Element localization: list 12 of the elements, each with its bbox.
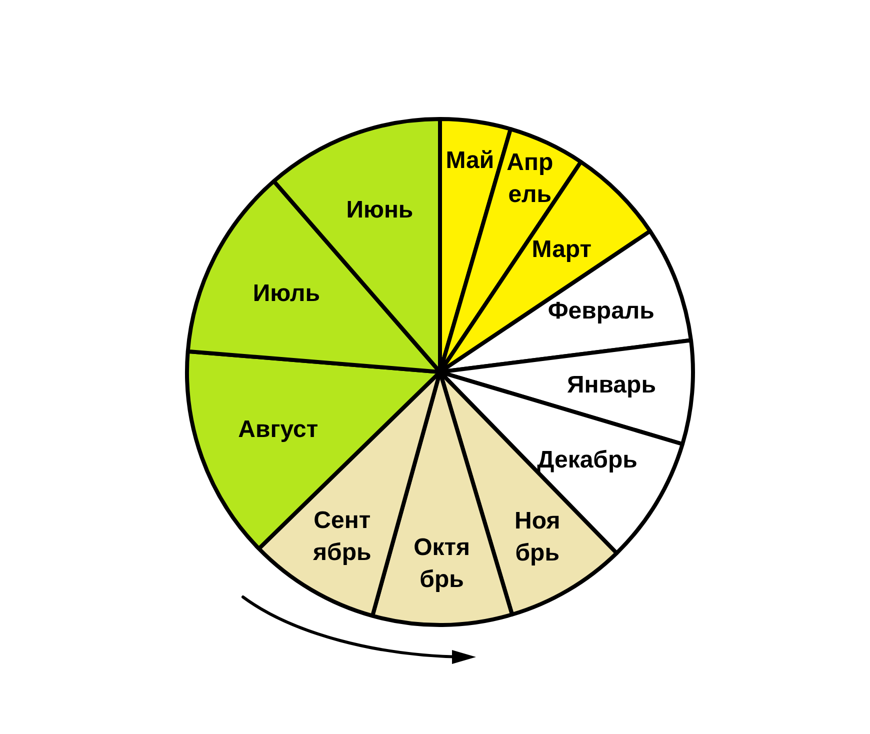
slice-label: Октя брь bbox=[414, 534, 470, 593]
slice-label: Февраль bbox=[548, 297, 654, 324]
slice-label: Январь bbox=[566, 372, 656, 399]
slice-label: Сент ябрь bbox=[312, 507, 372, 566]
slice-label: Июнь bbox=[346, 196, 414, 224]
slice-label: Июль bbox=[252, 280, 320, 307]
slice-label: Ноя брь bbox=[514, 507, 560, 566]
slice-label: Август bbox=[238, 416, 318, 443]
slice-label: Март bbox=[532, 236, 592, 263]
slice-label: Апр ель bbox=[506, 149, 554, 208]
slice-label: Декабрь bbox=[537, 446, 638, 474]
slice-label: Май bbox=[446, 147, 494, 174]
